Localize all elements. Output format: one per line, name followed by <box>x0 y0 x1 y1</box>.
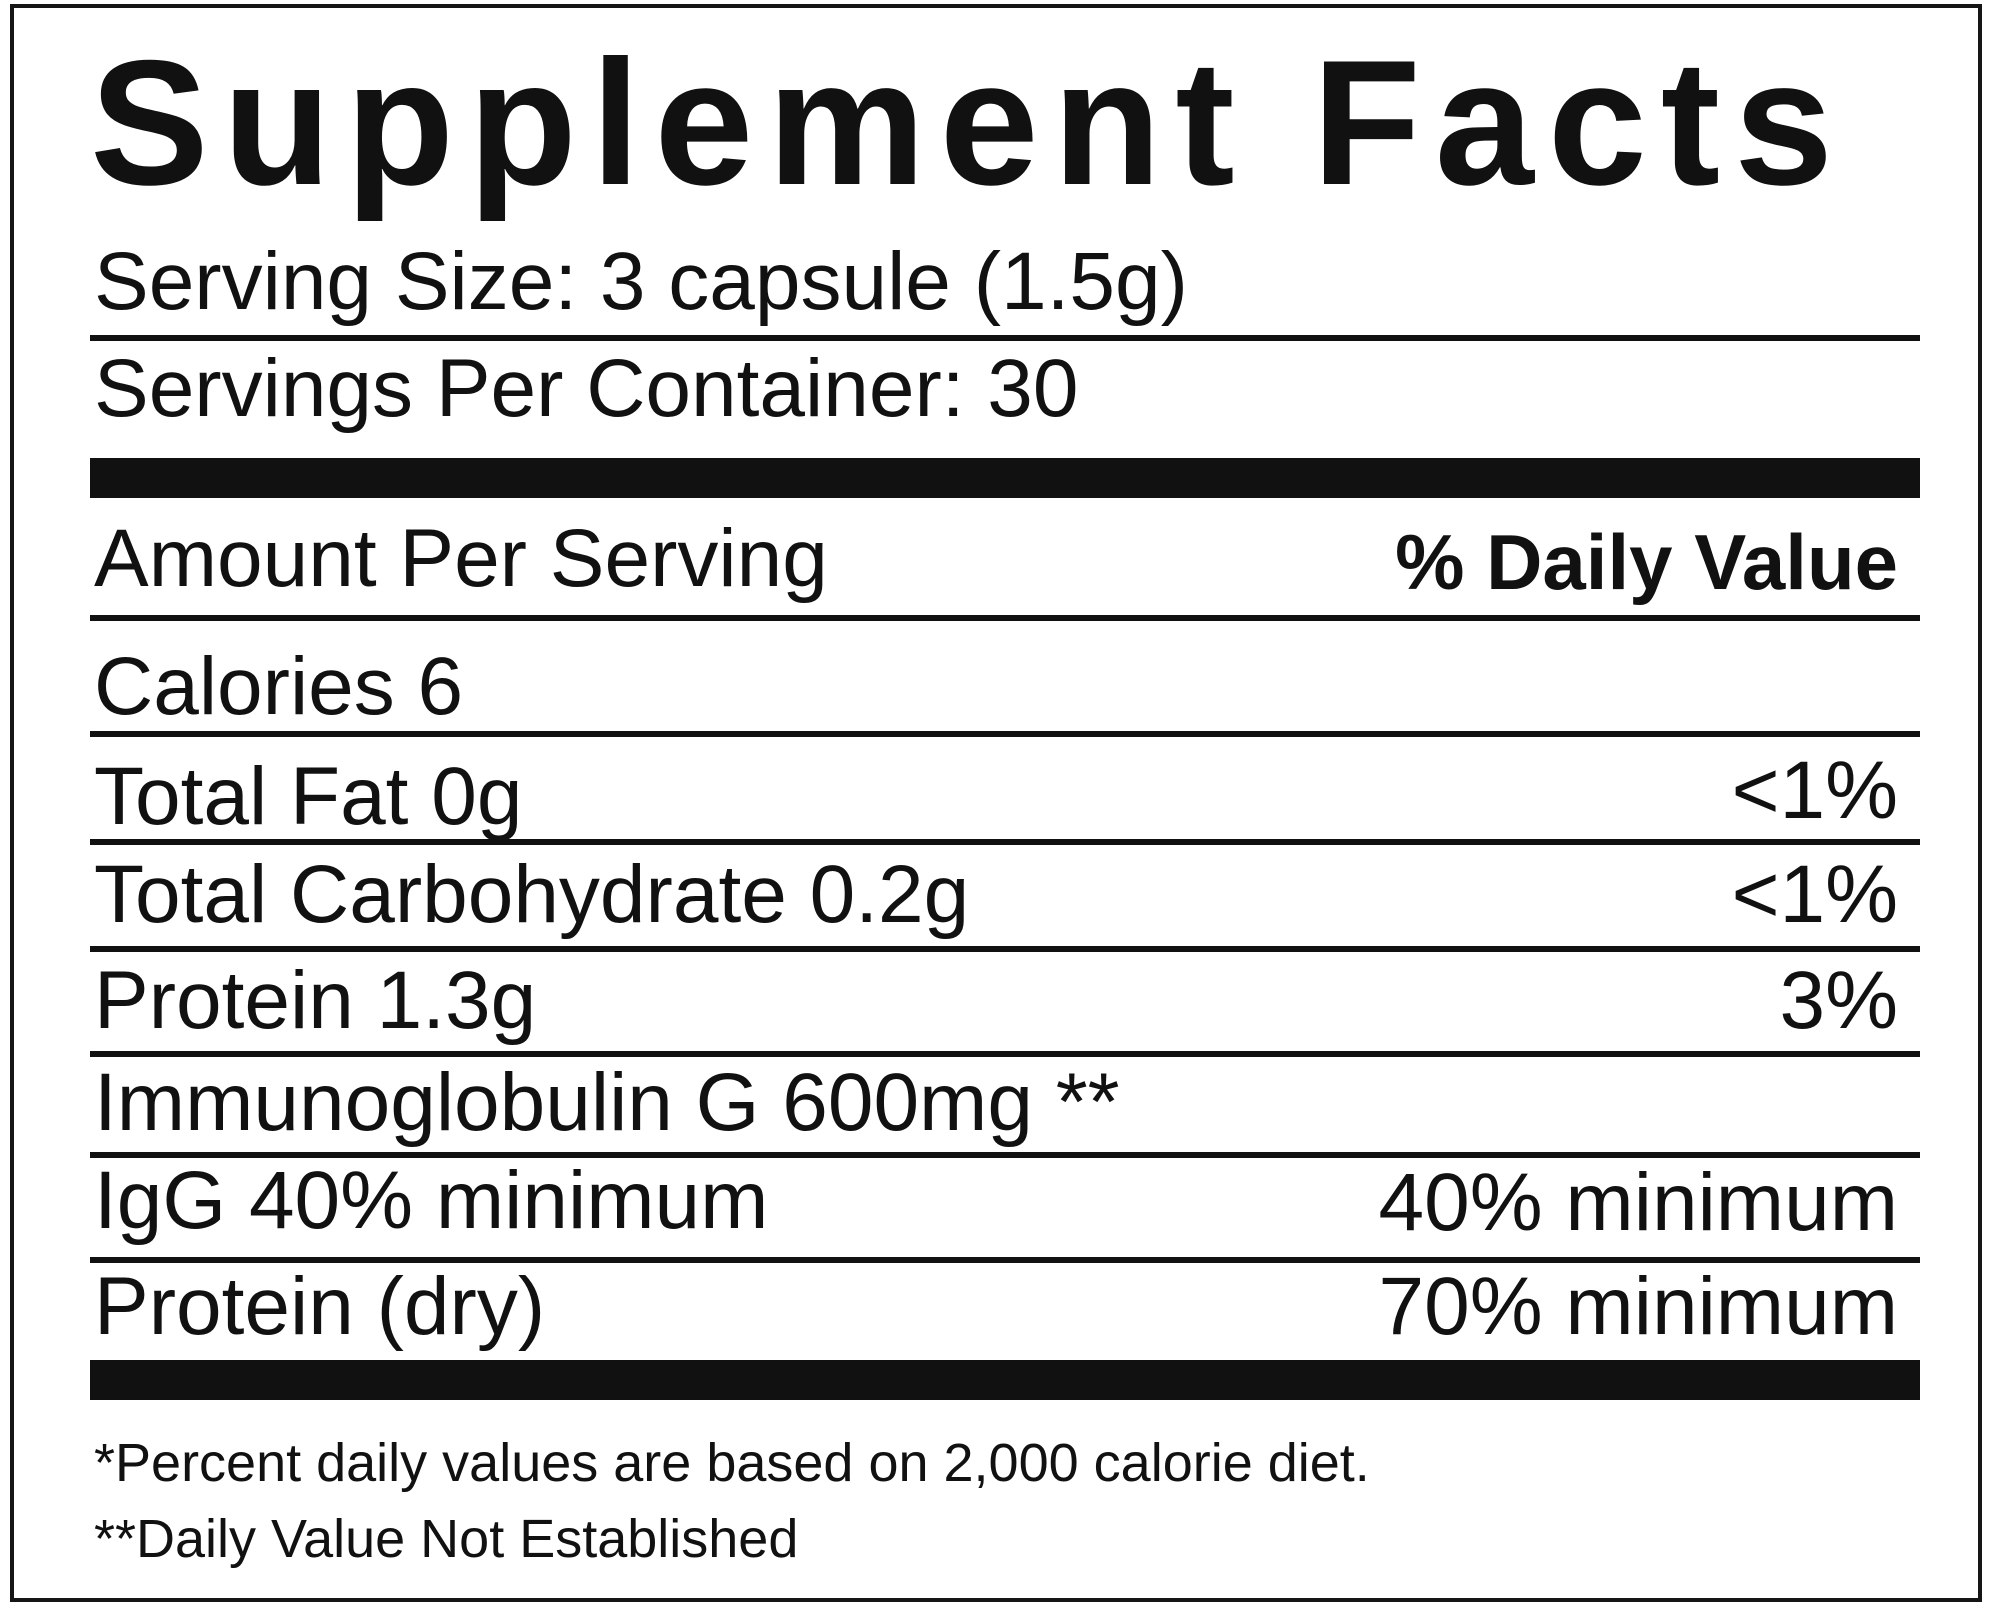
divider <box>90 731 1920 737</box>
divider <box>90 335 1920 341</box>
divider <box>90 1152 1920 1158</box>
thick-divider <box>90 1360 1920 1400</box>
nutrient-label: Immunoglobulin G 600mg ** <box>94 1057 1120 1148</box>
nutrient-daily-value: <1% <box>1731 745 1898 836</box>
daily-value-heading: % Daily Value <box>1395 518 1898 606</box>
divider <box>90 839 1920 845</box>
divider <box>90 946 1920 952</box>
amount-per-serving-heading: Amount Per Serving <box>94 513 828 604</box>
nutrient-label: Protein (dry) <box>94 1261 546 1352</box>
label-title: Supplement Facts <box>90 23 1848 222</box>
calories-row: Calories 6 <box>94 641 464 732</box>
footnote-daily-values: *Percent daily values are based on 2,000… <box>94 1433 1370 1493</box>
divider <box>90 1257 1920 1263</box>
nutrient-daily-value: <1% <box>1731 849 1898 940</box>
nutrient-label: IgG 40% minimum <box>94 1155 769 1246</box>
divider <box>90 615 1920 621</box>
footnote-not-established: **Daily Value Not Established <box>94 1509 799 1569</box>
nutrient-label: Protein 1.3g <box>94 955 537 1046</box>
thick-divider <box>90 458 1920 498</box>
divider <box>90 1051 1920 1057</box>
nutrient-label: Total Carbohydrate 0.2g <box>94 849 970 940</box>
nutrient-daily-value: 70% minimum <box>1378 1261 1898 1352</box>
servings-per-container: Servings Per Container: 30 <box>94 343 1079 434</box>
supplement-facts-label: Supplement Facts Serving Size: 3 capsule… <box>10 4 1982 1602</box>
serving-size: Serving Size: 3 capsule (1.5g) <box>94 236 1188 327</box>
nutrient-daily-value: 3% <box>1779 955 1898 1046</box>
nutrient-daily-value: 40% minimum <box>1378 1157 1898 1248</box>
nutrient-label: Total Fat 0g <box>94 751 523 842</box>
